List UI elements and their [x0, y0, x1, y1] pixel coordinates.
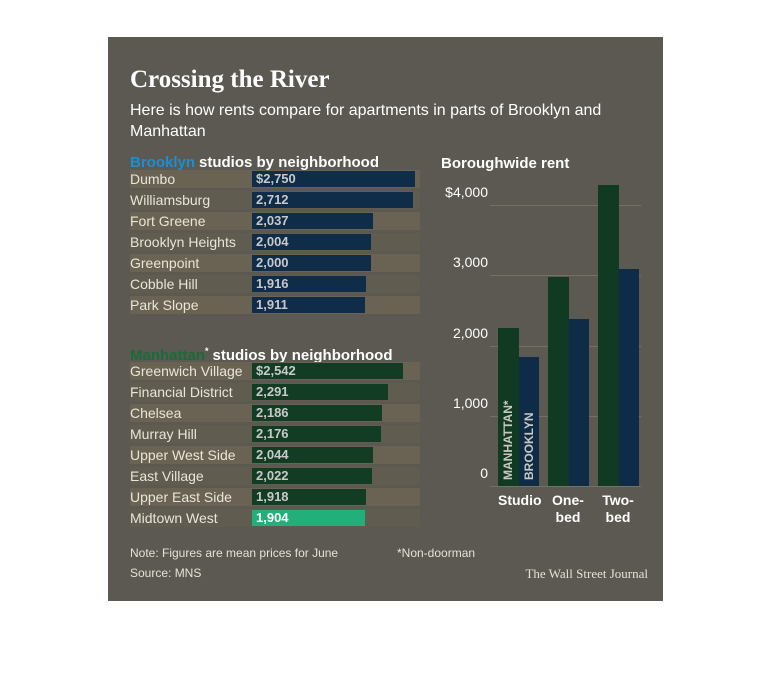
bar — [518, 357, 539, 486]
y-tick-label: 0 — [480, 465, 488, 481]
row-label: Williamsburg — [130, 192, 211, 208]
bar — [252, 426, 382, 442]
y-tick-label: 1,000 — [452, 394, 488, 411]
bar — [252, 255, 371, 271]
legend-label: MANHATTAN* — [501, 400, 515, 480]
value-label: 2,022 — [256, 468, 289, 483]
bar — [568, 318, 589, 486]
title: Crossing the River — [130, 66, 330, 93]
value-label: 2,037 — [256, 213, 289, 228]
bar — [498, 327, 519, 486]
bar — [252, 510, 365, 526]
x-tick-label: Studio — [498, 492, 542, 508]
section-header: Brooklyn studios by neighborhood — [130, 154, 379, 171]
bar — [598, 185, 619, 486]
bar — [548, 276, 569, 486]
bar — [618, 268, 639, 486]
y-tick-label: $4,000 — [445, 184, 488, 201]
credit: The Wall Street Journal — [525, 566, 648, 581]
row-label: Brooklyn Heights — [130, 234, 236, 250]
bar — [252, 234, 371, 250]
grid-line — [490, 275, 641, 277]
bar — [252, 213, 373, 229]
value-label: 1,916 — [256, 276, 289, 291]
row-label: Murray Hill — [130, 426, 197, 442]
value-label: 2,004 — [256, 234, 289, 249]
legend-label: BROOKLYN — [521, 412, 536, 480]
y-tick-label: 3,000 — [452, 254, 488, 271]
row-label: Greenpoint — [130, 255, 200, 271]
bar — [252, 192, 413, 208]
row-label: Upper East Side — [130, 489, 232, 505]
row-label: Financial District — [130, 384, 233, 400]
value-label: 1,918 — [256, 489, 289, 504]
header-part: studios by neighborhood — [212, 347, 393, 364]
bar — [252, 384, 388, 400]
bar — [252, 363, 403, 379]
bar — [252, 171, 416, 187]
row-label: Greenwich Village — [130, 363, 243, 379]
value-label: $2,750 — [256, 171, 296, 186]
value-label: 1,904 — [256, 510, 289, 525]
grid-line — [490, 486, 641, 487]
y-tick-label: 2,000 — [452, 324, 488, 341]
row-label: Chelsea — [130, 405, 182, 421]
value-label: 2,044 — [256, 447, 289, 462]
bar — [252, 405, 382, 421]
bar — [252, 297, 366, 313]
header-part: Brooklyn — [130, 154, 196, 171]
row-label: Fort Greene — [130, 213, 206, 229]
bar — [252, 468, 372, 484]
value-label: $2,542 — [256, 363, 296, 378]
subtitle: Here is how rents compare for apartments… — [130, 102, 602, 140]
row-label: Midtown West — [130, 510, 218, 526]
row-label: Dumbo — [130, 171, 176, 187]
section-header: Manhattan* studios by neighborhood — [130, 346, 393, 364]
note: Note: Figures are mean prices for June — [130, 546, 339, 560]
header-part: Manhattan — [130, 347, 205, 364]
x-tick-label: Two-bed — [602, 492, 634, 525]
row-label: Park Slope — [130, 297, 199, 313]
value-label: 2,176 — [256, 426, 289, 441]
x-tick-label: One-bed — [552, 492, 584, 525]
value-label: 2,291 — [256, 384, 289, 399]
chart-title: Boroughwide rent — [441, 155, 570, 172]
header-part: * — [205, 346, 209, 356]
grid-line — [490, 205, 641, 207]
row-label: Upper West Side — [130, 447, 236, 463]
bar — [252, 447, 374, 463]
row-label: Cobble Hill — [130, 276, 198, 292]
value-label: 2,186 — [256, 405, 289, 420]
bar — [252, 489, 366, 505]
value-label: 2,000 — [256, 255, 289, 270]
value-label: 1,911 — [256, 297, 288, 312]
bar — [252, 276, 366, 292]
footnote: *Non-doorman — [397, 546, 476, 560]
value-label: 2,712 — [256, 192, 289, 207]
row-label: East Village — [130, 468, 204, 484]
source: Source: MNS — [130, 566, 202, 580]
header-part: studios by neighborhood — [199, 154, 380, 171]
